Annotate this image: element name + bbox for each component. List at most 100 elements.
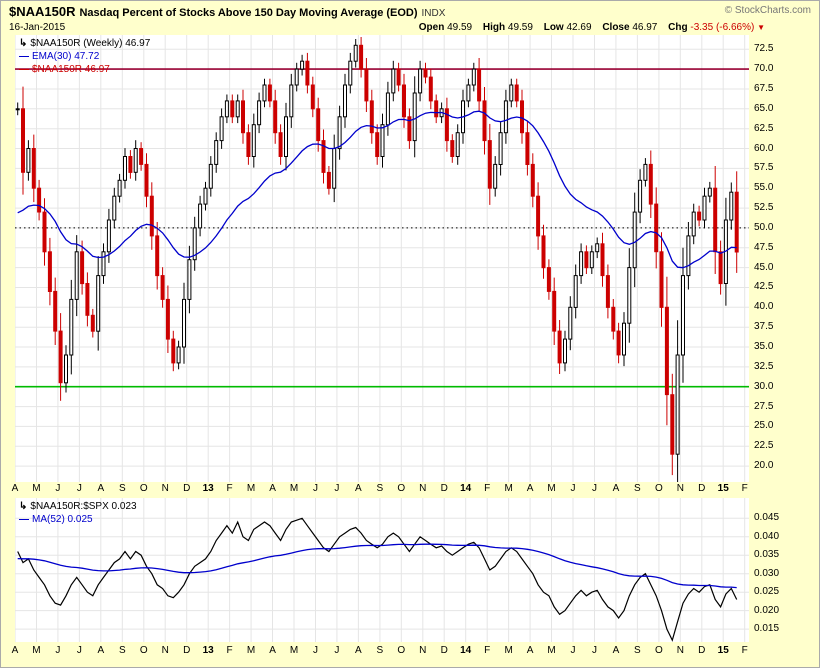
month-label: A [355,645,362,656]
month-label: M [504,645,513,656]
month-label: M [246,483,256,494]
month-label: J [76,645,82,656]
y-tick-label: 0.025 [754,586,780,598]
month-label: J [591,483,597,494]
month-label: N [419,483,427,494]
month-label: S [376,645,384,656]
month-label: D [440,483,448,494]
y-tick-label: 42.5 [754,281,774,293]
ratio-series-label: $NAA150R:$SPX 0.023 [30,501,137,512]
low-label: Low [543,22,564,33]
y-tick-label: 55.0 [754,182,774,194]
main-price-panel: ↳ $NAA150R (Weekly) 46.97 — EMA(30) 47.72 … [15,35,749,482]
month-label: J [334,645,340,656]
main-series-label: $NAA150R (Weekly) 46.97 [30,38,151,49]
y-tick-label: 50.0 [754,221,774,233]
y-tick-label: 67.5 [754,82,774,94]
chg-value: -3.35 (-6.66%) [690,22,755,33]
main-legend: ↳ $NAA150R (Weekly) 46.97 — EMA(30) 47.72 … [19,37,150,76]
series-icon: ↳ [19,38,28,49]
month-label: S [118,645,126,656]
month-label: F [484,483,491,494]
month-label: M [504,483,513,494]
x-axis-months-main: A M J J A S O N D 13 F M A M J J A S O N D 14 F M A M J J A S O N D 15 F [1,483,819,497]
month-label: M [547,483,556,494]
y-tick-label: 0.015 [754,623,780,635]
legend-row-ma: — MA(52) 0.025 [19,513,137,526]
month-label: F [484,645,491,656]
y-tick-label: 45.0 [754,261,774,273]
y-tick-label: 70.0 [754,63,774,75]
chart-header: $NAA150R Nasdaq Percent of Stocks Above 1… [9,4,445,19]
month-label: A [269,483,276,494]
y-tick-label: 52.5 [754,202,774,214]
month-label: N [676,483,684,494]
y-tick-label: 47.5 [754,241,774,253]
month-label: J [76,483,82,494]
month-label: O [654,483,663,494]
month-label: O [397,645,406,656]
y-tick-label: 22.5 [754,440,774,452]
y-tick-label: 0.045 [754,512,780,524]
month-label: J [312,483,318,494]
month-label: A [11,483,19,494]
chart-date: 16-Jan-2015 [9,22,66,33]
month-label: N [161,645,169,656]
year-label: 15 [717,483,729,494]
month-label: N [161,483,169,494]
month-label: O [654,645,663,656]
y-tick-label: 35.0 [754,341,774,353]
series-icon: ↳ [19,501,28,512]
high-value: 49.59 [507,22,533,33]
year-label: 13 [202,483,214,494]
month-label: J [55,483,61,494]
lowerPlot-canvas [15,498,749,642]
month-label: A [97,645,105,656]
month-label: F [741,483,748,494]
legend-row-ema: — EMA(30) 47.72 [19,50,150,63]
y-tick-label: 0.030 [754,567,780,579]
y-tick-label: 20.0 [754,460,774,472]
y-tick-label: 0.040 [754,530,780,542]
month-label: M [246,645,256,656]
legend-row-price-overlay: — $NAA150R 46.97 [19,63,150,76]
chg-label: Chg [668,22,688,33]
month-label: O [139,483,148,494]
down-arrow-icon: ▼ [757,23,765,32]
month-label: D [440,645,448,656]
month-label: S [376,483,384,494]
exchange-label: INDX [421,8,446,19]
ratio-y-axis: 0.045 0.040 0.035 0.030 0.025 0.020 0.015 [749,498,819,642]
open-value: 49.59 [447,22,473,33]
month-label: D [183,645,191,656]
y-tick-label: 57.5 [754,162,774,174]
month-label: D [183,483,191,494]
month-label: N [419,645,427,656]
low-value: 42.69 [566,22,592,33]
y-tick-label: 40.0 [754,301,774,313]
month-label: S [118,483,126,494]
open-label: Open [418,22,445,33]
ratio-panel: ↳ $NAA150R:$SPX 0.023 — MA(52) 0.025 [15,498,749,642]
copyright: © StockCharts.com [724,5,811,16]
month-label: D [698,645,706,656]
symbol: $NAA150R [9,4,76,19]
month-label: S [634,483,641,494]
y-tick-label: 0.035 [754,549,780,561]
month-label: M [32,483,41,494]
high-label: High [482,22,506,33]
y-tick-label: 62.5 [754,122,774,134]
y-tick-label: 27.5 [754,400,774,412]
legend-row-ratio: ↳ $NAA150R:$SPX 0.023 [19,500,137,513]
legend-row-main-series: ↳ $NAA150R (Weekly) 46.97 [19,37,150,50]
ema-label: EMA(30) 47.72 [32,51,100,62]
y-tick-label: 65.0 [754,102,774,114]
price-line-icon: — [19,64,29,75]
month-label: J [312,645,318,656]
month-label: J [570,483,576,494]
month-label: A [526,483,534,494]
quote-bar: Open 49.59 High 49.59 Low 42.69 Close 46… [411,22,765,33]
month-label: D [698,483,706,494]
month-label: J [55,645,61,656]
y-tick-label: 30.0 [754,380,774,392]
